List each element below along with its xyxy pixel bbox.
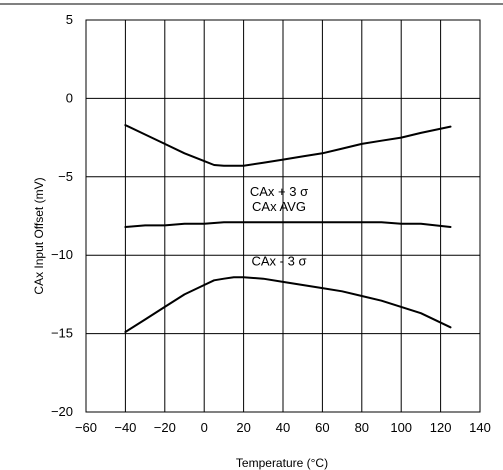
plot-border [85,19,481,413]
x-axis-title: Temperature (°C) [236,456,328,470]
x-tick-label-1: −40 [114,420,136,435]
x-tick-label-4: 20 [236,420,250,435]
x-tick-label-2: −20 [154,420,176,435]
x-tick-label-8: 100 [390,420,412,435]
series-label-0: CAx + 3 σ [250,184,308,199]
y-tick-label-5: −20 [51,404,73,419]
y-tick-label-1: 0 [66,90,73,105]
series-line-2 [124,276,452,333]
y-tick-label-4: −15 [51,326,73,341]
x-tick-label-9: 120 [430,420,452,435]
x-tick-label-0: −60 [75,420,97,435]
series-label-2: CAx - 3 σ [252,254,307,269]
series-lines [124,124,452,333]
x-tick-label-10: 140 [469,420,491,435]
x-tick-label-7: 80 [355,420,369,435]
y-axis-title: CAx Input Offset (mV) [32,177,46,294]
plot-frame [0,3,503,413]
tick-labels: −60 −40 −20 0 20 40 60 80 100 120 140 5 0 −5 −10 −15 −20 [51,12,491,435]
series-label-1: CAx AVG [252,199,306,214]
x-tick-label-5: 40 [276,420,290,435]
series-line-0 [124,124,452,167]
y-tick-label-0: 5 [66,12,73,27]
y-tick-label-2: −5 [58,169,73,184]
series-line-1 [124,221,452,228]
x-tick-label-3: 0 [201,420,208,435]
x-tick-label-6: 60 [315,420,329,435]
y-tick-label-3: −10 [51,247,73,262]
